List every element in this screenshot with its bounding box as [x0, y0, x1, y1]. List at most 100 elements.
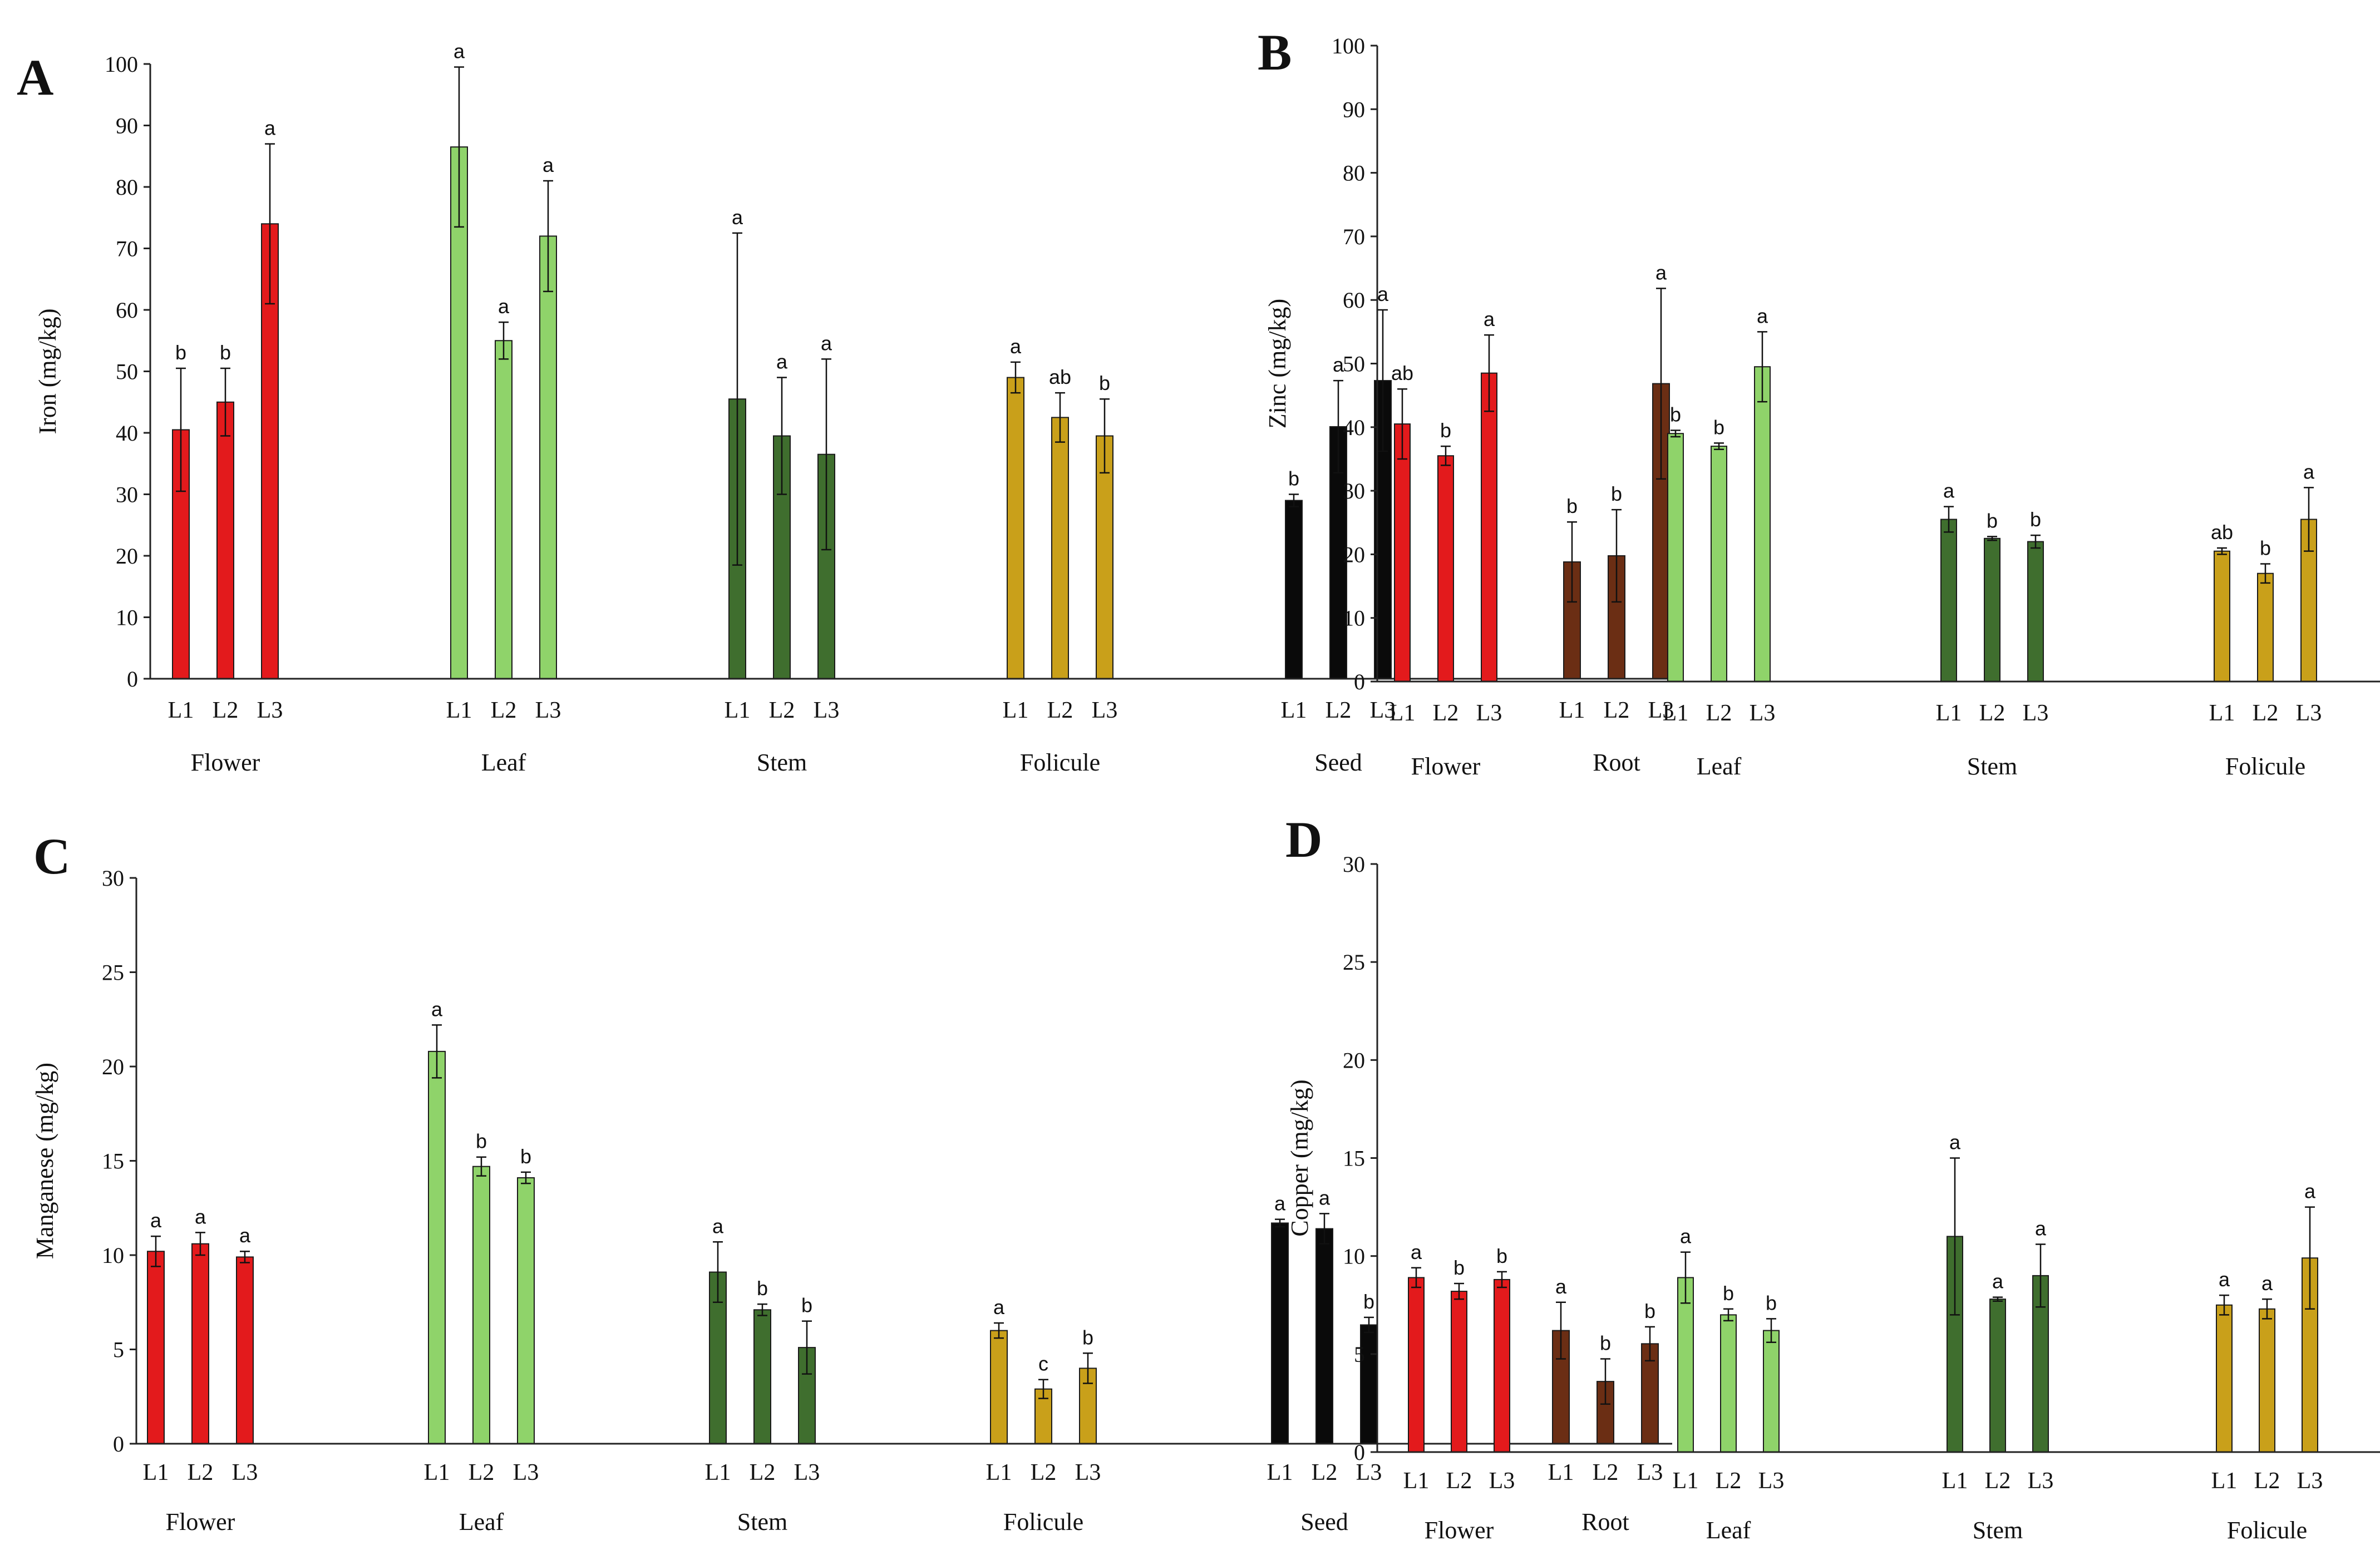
group-label-flower: Flower — [1411, 753, 1481, 780]
significance-label: a — [195, 1205, 206, 1228]
x-tick-label: L1 — [1389, 700, 1416, 726]
significance-label: b — [1363, 1290, 1374, 1313]
y-tick-label: 0 — [1354, 1440, 1365, 1465]
y-tick-label: 30 — [116, 482, 138, 507]
significance-label: b — [1099, 372, 1110, 394]
bar-leaf-l1 — [450, 146, 468, 679]
x-tick-label: L2 — [1031, 1460, 1057, 1485]
x-tick-label: L1 — [1267, 1460, 1293, 1485]
x-tick-label: L2 — [1716, 1468, 1742, 1494]
bar-stem-l2 — [1989, 1299, 2006, 1453]
group-label-root: Root — [1593, 749, 1640, 776]
significance-label: a — [1943, 480, 1955, 502]
significance-label: b — [175, 341, 186, 364]
panel-letter: C — [33, 828, 70, 885]
significance-label: b — [1600, 1331, 1611, 1354]
significance-label: b — [1713, 416, 1724, 438]
bar-flower-l2 — [1437, 455, 1454, 682]
x-tick-label: L3 — [794, 1460, 820, 1485]
y-axis-label: Iron (mg/kg) — [34, 308, 61, 434]
x-tick-label: L3 — [1476, 700, 1502, 726]
group-label-root: Root — [1581, 1508, 1629, 1536]
x-tick-label: L2 — [2253, 700, 2279, 726]
x-tick-label: L3 — [814, 698, 840, 723]
y-tick-label: 20 — [1343, 542, 1365, 567]
x-tick-label: L3 — [2028, 1468, 2054, 1494]
bar-folicule-l1 — [990, 1330, 1008, 1445]
y-axis-label: Manganese (mg/kg) — [31, 1063, 58, 1259]
x-tick-label: L3 — [1370, 698, 1396, 723]
significance-label: a — [821, 332, 832, 354]
y-axis-label: Zinc (mg/kg) — [1264, 299, 1291, 428]
x-tick-label: L1 — [2211, 1468, 2238, 1494]
significance-label: a — [543, 154, 554, 176]
y-tick-label: 20 — [116, 544, 138, 569]
significance-label: a — [2261, 1272, 2273, 1295]
y-tick-label: 40 — [1343, 415, 1365, 440]
significance-label: a — [1992, 1270, 2004, 1293]
significance-label: a — [264, 117, 276, 140]
significance-label: ab — [1391, 362, 1413, 384]
significance-label: b — [1288, 467, 1299, 490]
significance-label: a — [776, 350, 788, 373]
x-tick-label: L1 — [1559, 698, 1585, 723]
significance-label: b — [1566, 495, 1578, 517]
y-tick-label: 0 — [127, 667, 138, 692]
significance-label: b — [1987, 509, 1998, 532]
significance-label: b — [2260, 537, 2271, 560]
significance-label: a — [712, 1215, 724, 1237]
x-tick-label: L3 — [1092, 698, 1118, 723]
significance-label: a — [2035, 1217, 2047, 1240]
bar-stem-l1 — [1940, 519, 1957, 682]
bar-leaf-l3 — [1754, 366, 1771, 682]
group-label-folicule: Folicule — [1003, 1508, 1083, 1536]
significance-label: b — [220, 341, 231, 364]
x-tick-label: L1 — [986, 1460, 1012, 1485]
x-tick-label: L2 — [1979, 700, 2005, 726]
significance-label: b — [1440, 419, 1451, 442]
bar-flower-l2 — [1451, 1291, 1467, 1453]
group-label-leaf: Leaf — [1706, 1517, 1751, 1544]
x-tick-label: L3 — [2297, 1468, 2323, 1494]
x-tick-label: L3 — [2023, 700, 2049, 726]
y-tick-label: 5 — [1354, 1342, 1365, 1367]
bar-flower-l1 — [147, 1251, 165, 1444]
group-label-stem: Stem — [737, 1508, 787, 1536]
y-tick-label: 30 — [102, 866, 124, 891]
x-tick-label: L2 — [188, 1460, 214, 1485]
y-tick-label: 15 — [102, 1149, 124, 1174]
significance-label: a — [1555, 1275, 1567, 1298]
y-tick-label: 30 — [1343, 478, 1365, 503]
bar-leaf-l2 — [1711, 446, 1727, 683]
significance-label: a — [431, 998, 443, 1020]
y-tick-label: 40 — [116, 421, 138, 446]
y-tick-label: 0 — [113, 1431, 124, 1457]
significance-label: a — [1655, 261, 1667, 284]
significance-label: b — [1496, 1245, 1507, 1267]
x-tick-label: L1 — [705, 1460, 731, 1485]
bar-seed-l3 — [1360, 1324, 1378, 1444]
y-tick-label: 70 — [1343, 224, 1365, 249]
bar-stem-l3 — [2027, 541, 2044, 682]
y-tick-label: 20 — [1343, 1048, 1365, 1073]
x-tick-label: L1 — [1403, 1468, 1430, 1494]
bar-folicule-l1 — [2216, 1304, 2233, 1453]
significance-label: b — [1611, 482, 1622, 505]
significance-label: b — [1723, 1282, 1734, 1305]
significance-label: a — [498, 295, 510, 318]
significance-label: a — [239, 1224, 251, 1247]
significance-label: a — [1680, 1225, 1692, 1248]
y-tick-label: 25 — [102, 960, 124, 985]
y-tick-label: 10 — [102, 1243, 124, 1268]
y-tick-label: 30 — [1343, 852, 1365, 877]
x-tick-label: L2 — [1593, 1460, 1619, 1485]
bar-folicule-l2 — [2257, 572, 2274, 682]
x-tick-label: L3 — [1758, 1468, 1785, 1494]
group-label-folicule: Folicule — [2225, 753, 2305, 780]
x-tick-label: L1 — [168, 698, 194, 723]
x-tick-label: L3 — [513, 1460, 539, 1485]
y-tick-label: 50 — [116, 359, 138, 384]
bar-leaf-l1 — [1677, 1277, 1694, 1453]
